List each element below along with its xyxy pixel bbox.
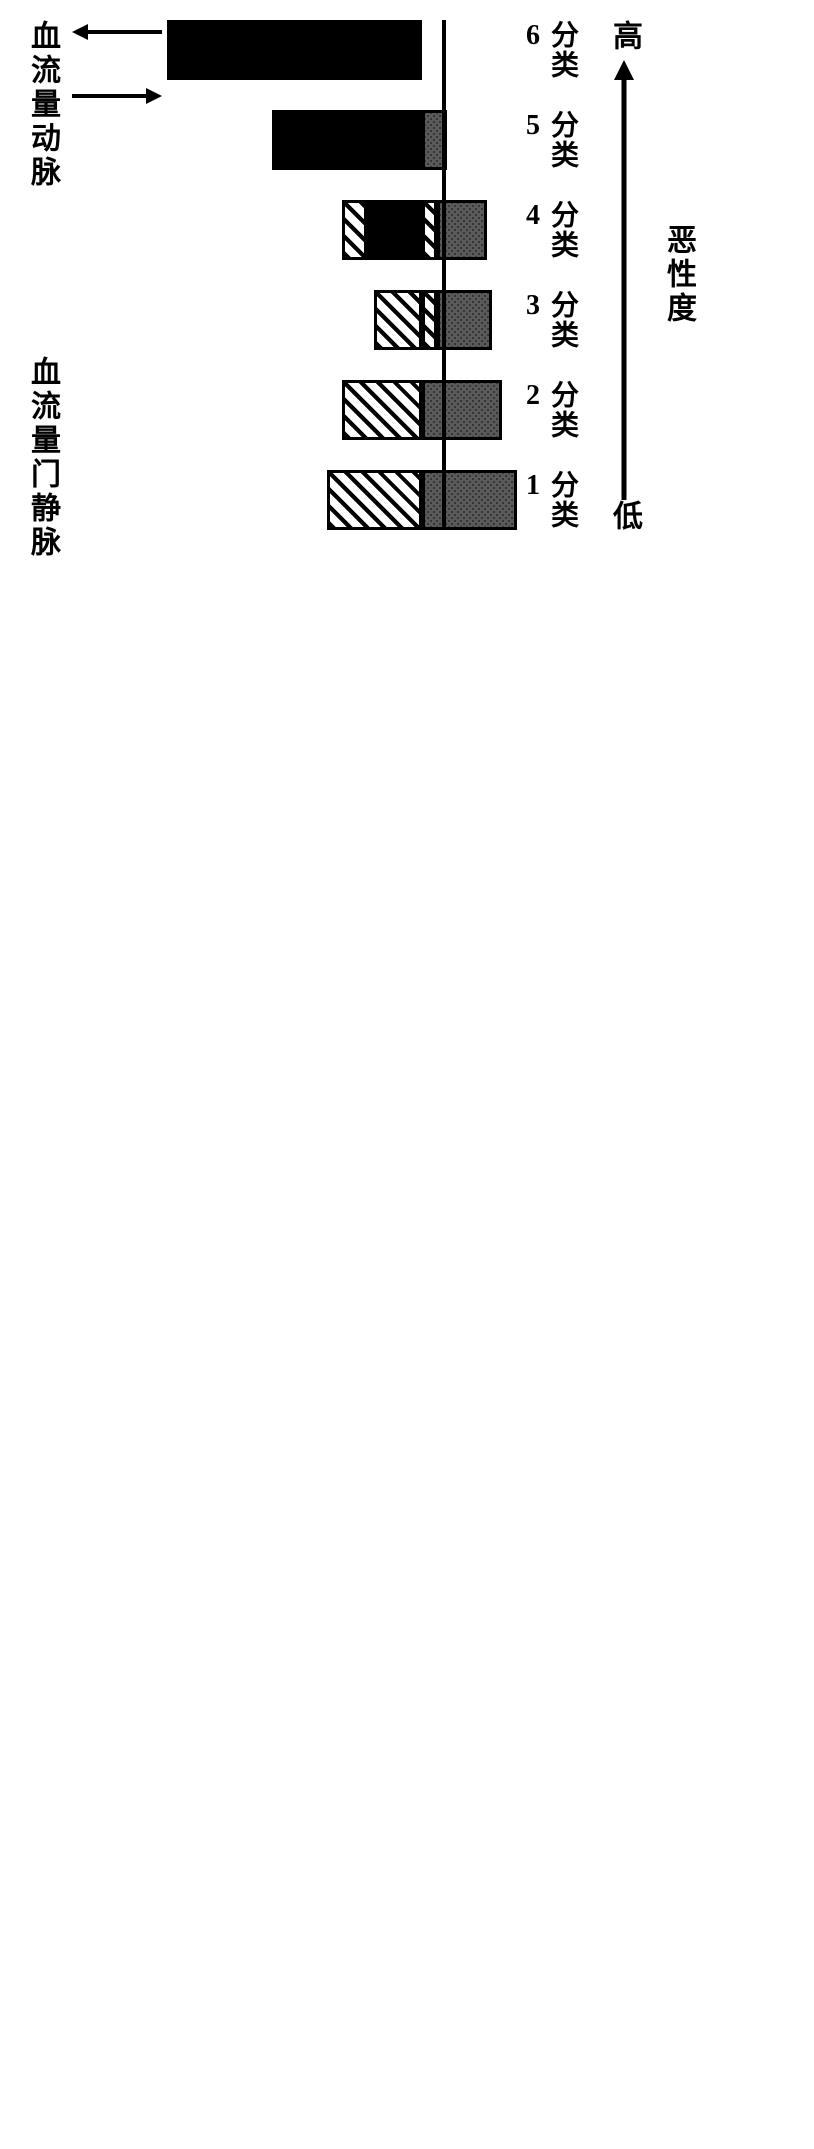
bar-neg-wrap [422,290,542,350]
bar-segment-tumor [367,200,422,260]
bar-category: 分类2 [162,380,582,440]
malignancy-high-label: 高 [602,20,646,50]
malignancy-axis-label: 恶性度 [656,224,700,326]
bar-segment-portal [422,470,517,530]
bar-category: 分类5 [162,110,582,170]
bar-segment-tumor [167,20,422,80]
arrow-down-icon [72,84,162,108]
malignancy-arrow-icon [611,60,637,500]
malignancy-axis: 高低 恶性度 [602,20,788,530]
bar-segment-healthy [422,200,437,260]
bar-neg-wrap [422,110,542,170]
chart-area: 分类1分类2分类3分类4分类5分类6 [182,20,562,530]
bar-pos-wrap [162,200,422,260]
chart-bars-container: 分类1分类2分类3分类4分类5分类6 [182,20,562,530]
y-axis-arrows [72,20,162,108]
y-label-pos: 动脉血流量 [20,20,64,190]
category-label: 分类5 [552,110,582,170]
bar-pos-wrap [162,470,422,530]
bar-segment-healthy [342,380,422,440]
bar-category: 分类1 [162,470,582,530]
figure-root: 动脉血流量门静脉血流量 分类1分类2分类3分类4分类5分类6 高低恶性度 向健全… [20,20,814,670]
category-label: 分类4 [552,200,582,260]
bar-segment-healthy [422,290,437,350]
category-label: 分类2 [552,380,582,440]
bar-neg-wrap [422,470,542,530]
category-label: 分类6 [552,20,582,80]
bar-category: 分类3 [162,290,582,350]
bar-segment-healthy [374,290,422,350]
bar-segment-portal [422,380,502,440]
y-axis-labels: 动脉血流量门静脉血流量 [20,20,64,560]
bar-category: 分类6 [162,20,582,80]
y-label-neg: 门静脉血流量 [20,356,64,560]
bar-segment-healthy [342,200,367,260]
bar-neg-wrap [422,200,542,260]
bar-pos-wrap [162,20,422,80]
bar-pos-wrap [162,380,422,440]
bar-category: 分类4 [162,200,582,260]
bar-pos-wrap [162,110,422,170]
malignancy-low-label: 低 [602,500,646,530]
bar-neg-wrap [422,20,542,80]
bar-pos-wrap [162,290,422,350]
bar-segment-tumor [272,110,422,170]
top-row: 动脉血流量门静脉血流量 分类1分类2分类3分类4分类5分类6 高低恶性度 向健全… [20,20,814,670]
baseline-rule [442,20,446,530]
category-label: 分类1 [552,470,582,530]
arrow-up-icon [72,20,162,44]
bar-neg-wrap [422,380,542,440]
category-label: 分类3 [552,290,582,350]
bar-segment-healthy [327,470,422,530]
